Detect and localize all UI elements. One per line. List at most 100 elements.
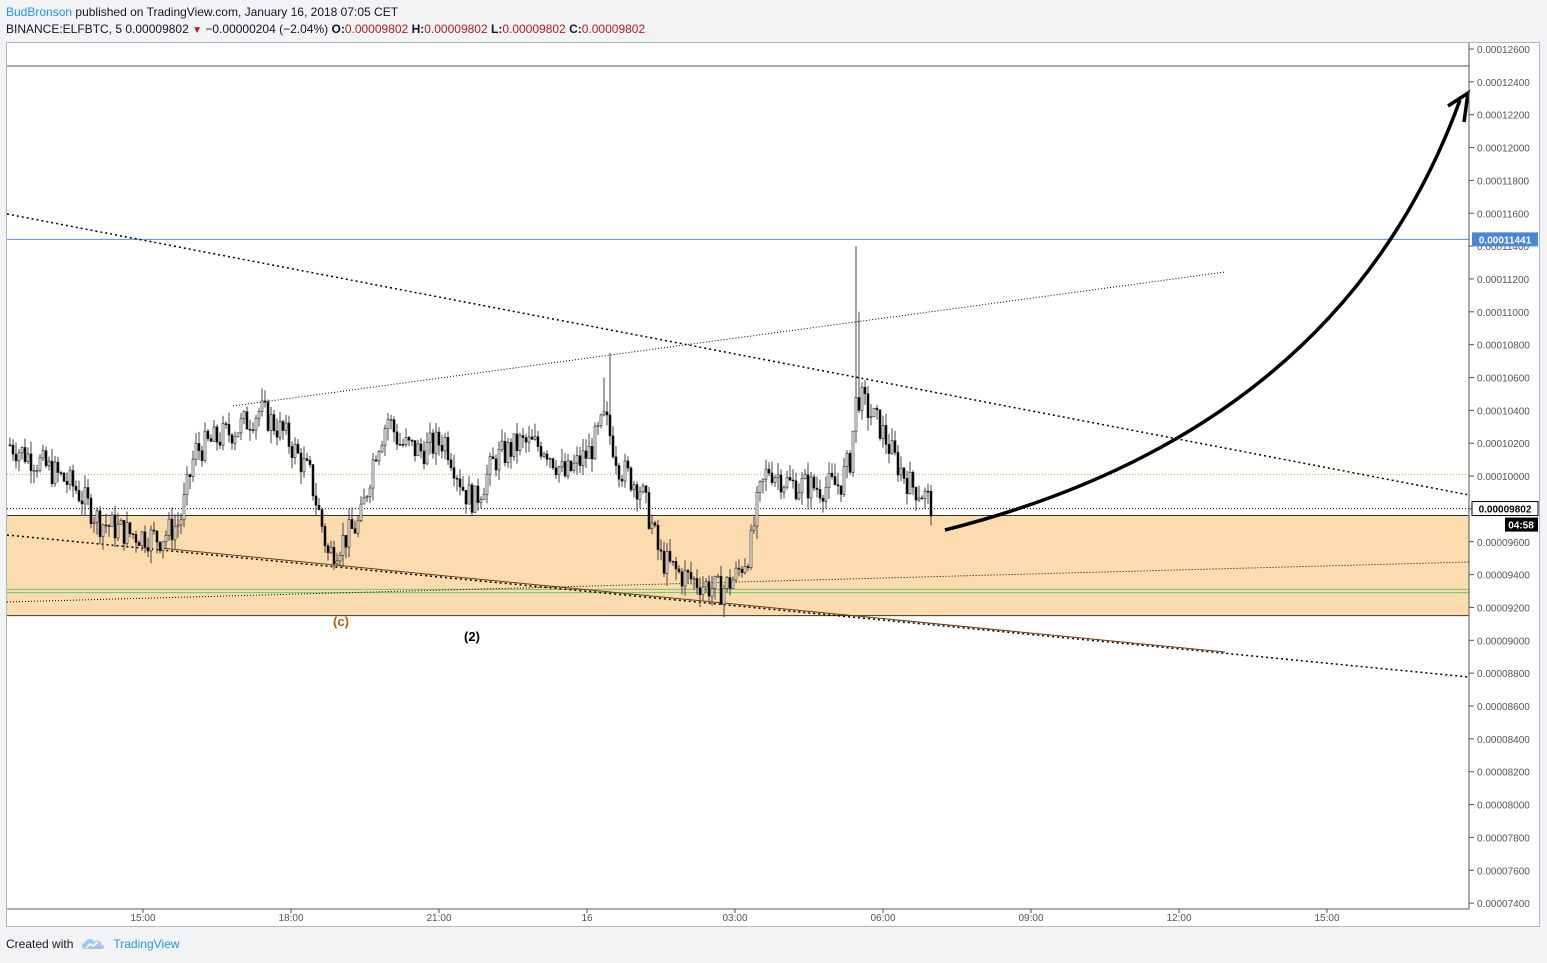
- candle: [170, 507, 174, 549]
- resistance-price-tag: [1472, 232, 1538, 247]
- candle: [515, 422, 519, 464]
- candle-body: [890, 440, 894, 454]
- candle-body: [863, 386, 867, 395]
- candle-body: [734, 567, 738, 581]
- candle-body: [569, 460, 573, 471]
- chart-header: BudBronson published on TradingView.com,…: [6, 4, 1536, 39]
- candle: [191, 450, 195, 482]
- candle-body: [443, 436, 447, 452]
- candle: [599, 413, 603, 429]
- candle: [617, 462, 621, 488]
- tradingview-cloud-icon[interactable]: [81, 937, 105, 951]
- candle: [752, 516, 756, 534]
- candle: [836, 472, 840, 495]
- candle-body: [872, 407, 876, 417]
- candle: [92, 517, 96, 533]
- candle-body: [770, 472, 774, 483]
- candle-body: [344, 535, 348, 548]
- candle-body: [563, 461, 567, 477]
- candle-body: [527, 436, 531, 443]
- candle: [803, 469, 807, 480]
- candle-body: [374, 459, 378, 462]
- candle: [314, 483, 318, 516]
- candle-body: [113, 514, 117, 539]
- candle: [491, 447, 495, 460]
- candle-body: [698, 587, 702, 595]
- candle-body: [704, 581, 708, 588]
- x-tick-label: 09:00: [1018, 913, 1043, 924]
- candle: [335, 552, 339, 566]
- candle: [443, 432, 447, 460]
- resistance-price-label: 0.00011441: [1479, 235, 1532, 246]
- candle-body: [431, 432, 435, 454]
- candle: [677, 565, 681, 574]
- candle: [674, 556, 678, 581]
- candle: [734, 561, 738, 584]
- candle: [533, 423, 537, 441]
- tradingview-brand-link[interactable]: TradingView: [113, 937, 180, 951]
- candle-body: [674, 561, 678, 570]
- candle-body: [701, 586, 705, 595]
- candle: [749, 524, 753, 571]
- author-link[interactable]: BudBronson: [6, 5, 73, 19]
- candle-body: [782, 486, 786, 493]
- candle-body: [515, 433, 519, 451]
- candle-body: [665, 550, 669, 574]
- y-tick-label: 0.00011000: [1477, 308, 1530, 319]
- candle: [878, 409, 882, 441]
- y-tick-label: 0.00009000: [1477, 636, 1530, 647]
- candle-body: [503, 440, 507, 463]
- candle-body: [749, 529, 753, 568]
- candle: [281, 419, 285, 440]
- candle: [59, 470, 63, 477]
- candle-body: [629, 467, 633, 491]
- candle-body: [899, 467, 903, 476]
- candle-body: [686, 570, 690, 573]
- projection-arrow-line: [944, 99, 1462, 532]
- candle-body: [371, 459, 375, 489]
- candle: [860, 382, 864, 420]
- candle: [215, 424, 219, 451]
- candle: [32, 464, 36, 484]
- candle: [788, 465, 792, 482]
- candle-body: [203, 430, 207, 461]
- candle: [569, 460, 573, 473]
- candle-body: [65, 480, 69, 485]
- candle: [248, 419, 252, 441]
- candle-body: [851, 430, 855, 473]
- candle: [929, 484, 933, 526]
- candle-body: [626, 460, 630, 469]
- candle: [227, 412, 231, 443]
- candle: [695, 569, 699, 595]
- candle: [65, 472, 69, 494]
- candle: [824, 476, 828, 509]
- candle-body: [617, 465, 621, 480]
- candle-body: [80, 500, 84, 505]
- candle-body: [809, 476, 813, 499]
- candle: [806, 462, 810, 510]
- candle: [656, 519, 660, 561]
- candle-body: [260, 400, 264, 412]
- last-price: 0.00009802: [125, 22, 189, 36]
- candle-body: [647, 492, 651, 529]
- candle-body: [500, 440, 504, 450]
- candle: [863, 380, 867, 405]
- candle-body: [677, 568, 681, 573]
- candle: [74, 480, 78, 494]
- candle: [821, 494, 825, 513]
- chart-frame[interactable]: [6, 42, 1540, 927]
- candle: [71, 464, 75, 498]
- y-tick-label: 0.00007800: [1477, 833, 1530, 844]
- candle-body: [611, 435, 615, 458]
- y-tick-label: 0.00009200: [1477, 603, 1530, 614]
- candle: [503, 432, 507, 467]
- candle-body: [638, 491, 642, 500]
- candle-body: [230, 434, 234, 444]
- candle-body: [359, 503, 363, 521]
- candle: [887, 433, 891, 464]
- candle-body: [833, 476, 837, 486]
- candle-body: [401, 444, 405, 446]
- candle: [902, 466, 906, 484]
- candle-body: [512, 433, 516, 457]
